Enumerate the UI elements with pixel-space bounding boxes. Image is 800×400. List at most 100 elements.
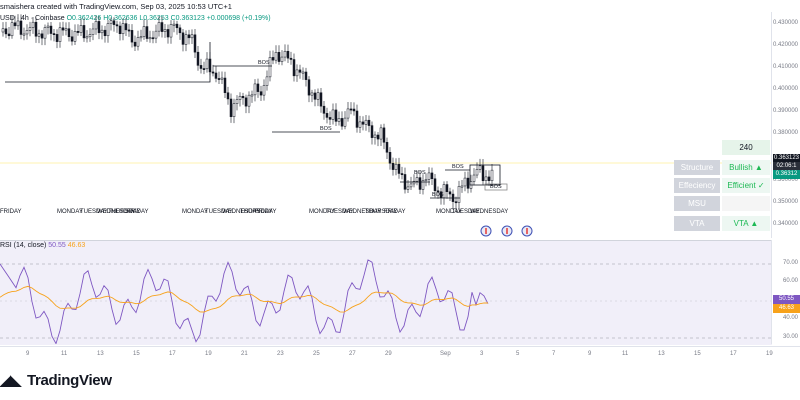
- candle-body: [52, 33, 56, 35]
- bos-label: BOS: [452, 164, 464, 170]
- symbol-pair[interactable]: USD: [0, 15, 15, 22]
- price-tick: 0.430000: [772, 20, 798, 26]
- candle-body: [364, 119, 368, 125]
- weekday-label: TUESDAY: [326, 209, 354, 215]
- candle-body: [316, 92, 320, 100]
- candle-body: [172, 23, 176, 26]
- candle-body: [211, 71, 215, 74]
- candle-body: [19, 20, 23, 35]
- candle-body: [253, 83, 257, 96]
- candle-body: [106, 23, 110, 37]
- candle-body: [304, 71, 308, 80]
- candle-body: [361, 121, 365, 125]
- candle-body: [292, 59, 296, 77]
- last-price-tag: 0.36312: [773, 170, 800, 179]
- candles: [1, 14, 494, 210]
- time-axis[interactable]: 9 11 13 15 17 19 21 23 25 27 29 Sep 3 5 …: [0, 346, 800, 361]
- candle-body: [271, 57, 275, 61]
- candle-body: [331, 109, 335, 120]
- candle-body: [343, 117, 347, 127]
- candle-body: [277, 52, 281, 62]
- candle-body: [136, 37, 140, 47]
- rsi-value-tag: 50.55: [773, 295, 800, 304]
- candle-body: [160, 22, 164, 32]
- tradingview-logo[interactable]: ◢◣ TradingView: [0, 372, 112, 389]
- time-tick: 13: [97, 351, 104, 357]
- bos-labels: BOS BOS BOS BOS BOS BOS: [258, 60, 502, 198]
- candle-body: [130, 30, 134, 43]
- time-tick: 21: [241, 351, 248, 357]
- rsi-ma-line: [0, 285, 489, 313]
- price-tick: 0.350000: [772, 199, 798, 205]
- candle-body: [487, 176, 491, 181]
- time-tick: 19: [205, 351, 212, 357]
- candle-body: [4, 28, 8, 35]
- economic-event-icons[interactable]: [480, 225, 533, 237]
- time-tick: 23: [277, 351, 284, 357]
- candle-body: [238, 95, 242, 100]
- candle-body: [472, 174, 476, 182]
- price-tick: 0.410000: [772, 64, 798, 70]
- low-value: L0.36253: [139, 15, 169, 22]
- candle-body: [157, 22, 161, 32]
- rsi-ma-tag: 46.63: [773, 304, 800, 313]
- candle-body: [478, 165, 482, 170]
- candle-body: [61, 27, 65, 31]
- candle-body: [217, 78, 221, 80]
- candle-body: [397, 163, 401, 174]
- candle-body: [103, 29, 107, 37]
- rsi-tick: 60.00: [782, 278, 798, 284]
- candle-body: [190, 34, 194, 39]
- price-axis[interactable]: 0.430000 0.420000 0.410000 0.400000 0.39…: [771, 12, 800, 238]
- weekday-label: WEDNESDAY: [343, 209, 381, 215]
- exchange: Coinbase: [35, 15, 65, 22]
- table-result-msu: [722, 196, 770, 211]
- candle-body: [310, 92, 314, 96]
- candle-body: [58, 27, 62, 42]
- candle-body: [70, 36, 74, 42]
- candle-body: [124, 23, 128, 31]
- candle-body: [358, 121, 362, 128]
- time-tick: Sep: [440, 351, 451, 357]
- candle-body: [148, 37, 152, 40]
- price-tick: 0.400000: [772, 86, 798, 92]
- rsi-value: 50.55: [48, 242, 66, 249]
- price-chart[interactable]: BOS BOS BOS BOS BOS BOS FRIDAY MONDAY TU…: [0, 12, 772, 238]
- candle-body: [115, 24, 119, 27]
- snapshot-caption: smaishera created with TradingView.com, …: [0, 2, 232, 11]
- candle-body: [481, 165, 485, 181]
- rsi-legend[interactable]: RSI (14, close) 50.55 46.63: [0, 242, 85, 249]
- candle-body: [421, 180, 425, 190]
- candle-body: [268, 57, 272, 78]
- candle-body: [142, 26, 146, 37]
- candle-body: [49, 25, 53, 34]
- time-tick: 9: [588, 351, 592, 357]
- candle-body: [286, 50, 290, 59]
- candle-body: [445, 184, 449, 192]
- candle-body: [460, 185, 464, 188]
- weekday-label: TUESDAY: [452, 209, 480, 215]
- time-tick: 11: [622, 351, 629, 357]
- candle-body: [88, 34, 92, 38]
- rsi-ma-value: 46.63: [67, 242, 86, 249]
- brand-name: TradingView: [26, 372, 112, 389]
- price-tick: 0.360000: [772, 177, 798, 183]
- candle-body: [205, 58, 209, 70]
- timeframe[interactable]: 4h: [21, 15, 29, 22]
- candle-body: [223, 77, 227, 93]
- weekday-label: FRIDAY: [0, 209, 22, 215]
- candle-body: [16, 20, 20, 27]
- candle-body: [127, 29, 131, 32]
- candle-body: [433, 178, 437, 192]
- weekday-label: MONDAY: [57, 209, 83, 215]
- rsi-axis[interactable]: 70.00 60.00 40.00 30.00 50.55 46.63: [771, 240, 800, 344]
- weekday-label: MONDAY: [436, 209, 462, 215]
- candle-body: [295, 69, 299, 77]
- candle-body: [22, 33, 26, 36]
- candle-body: [193, 34, 197, 53]
- candle-body: [490, 169, 494, 181]
- candle-body: [409, 183, 413, 188]
- candle-body: [181, 32, 185, 45]
- candle-body: [31, 21, 35, 28]
- candle-body: [202, 68, 206, 70]
